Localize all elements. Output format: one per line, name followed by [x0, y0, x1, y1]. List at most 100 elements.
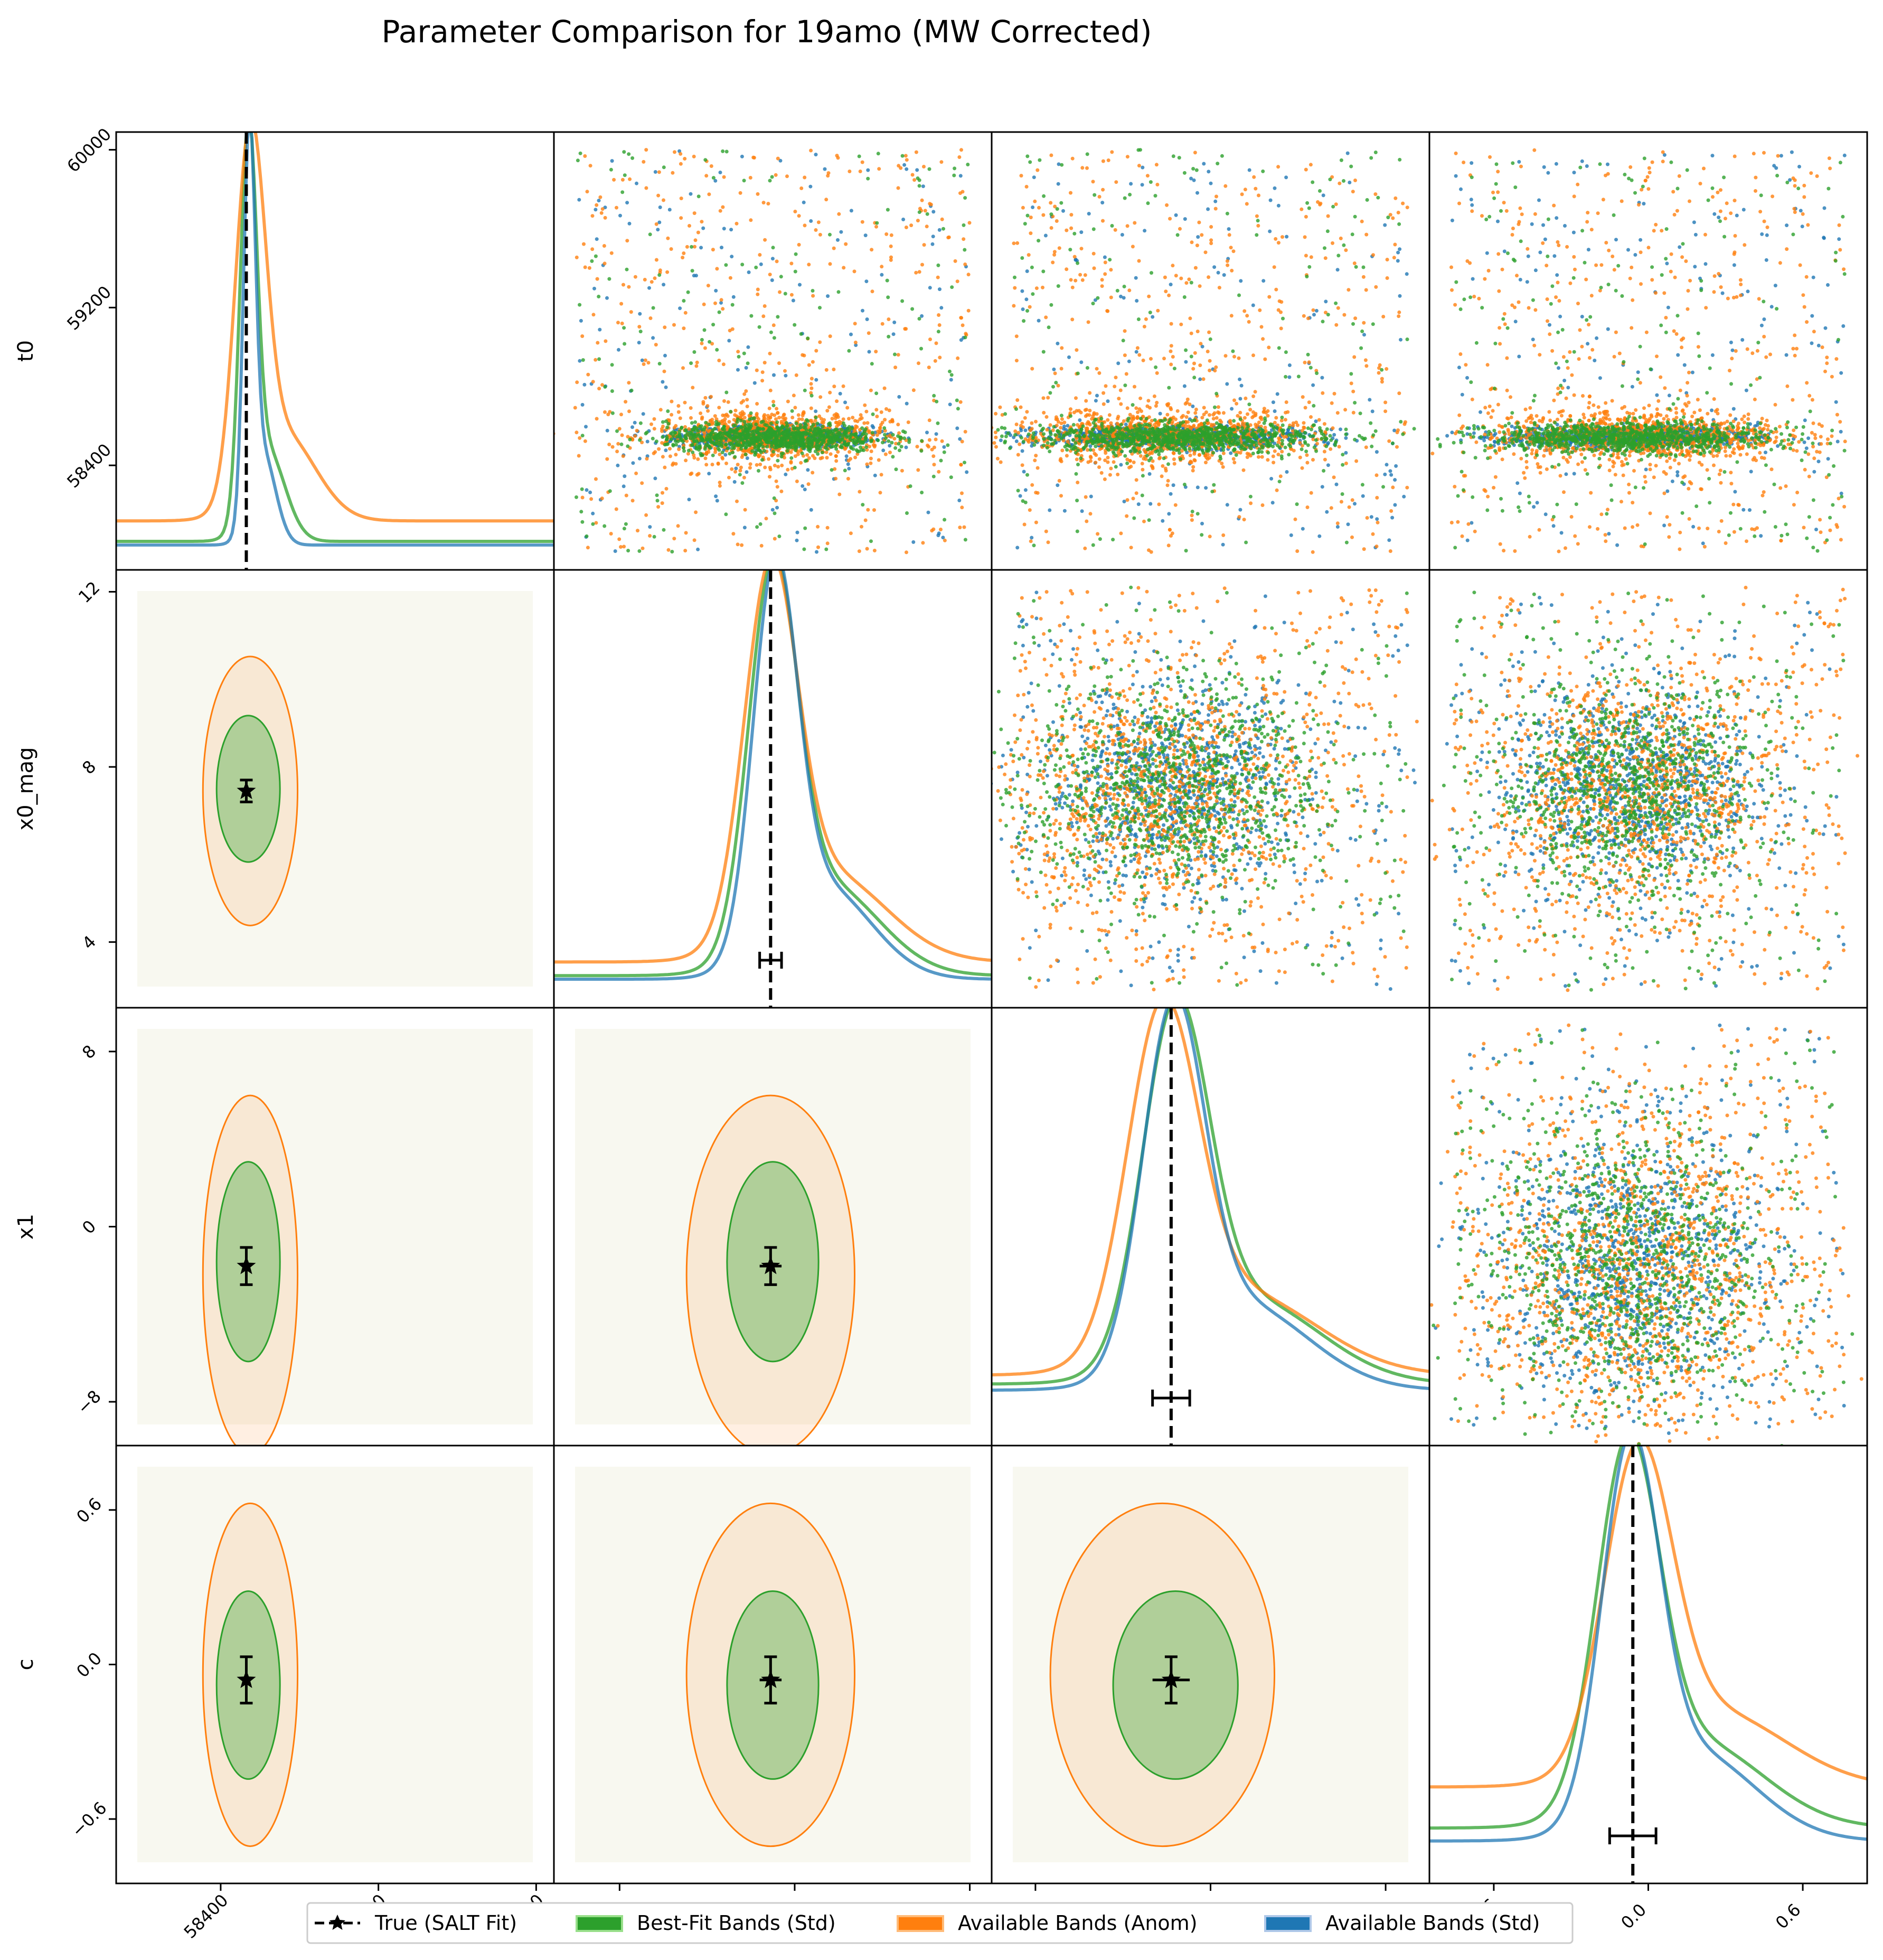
- scatter-point: [733, 413, 737, 417]
- scatter-point: [657, 170, 661, 174]
- scatter-point: [729, 409, 733, 414]
- scatter-point: [792, 435, 796, 439]
- scatter-point: [792, 393, 796, 398]
- scatter-point: [1151, 459, 1155, 463]
- scatter-point: [648, 534, 652, 538]
- scatter-point: [770, 412, 774, 417]
- scatter-point: [1257, 420, 1261, 425]
- scatter-point: [625, 201, 629, 205]
- scatter-point: [849, 531, 853, 536]
- scatter-point: [699, 246, 703, 250]
- scatter-point: [662, 198, 665, 202]
- scatter-point: [668, 447, 672, 451]
- scatter-point: [752, 381, 757, 385]
- scatter-point: [1200, 344, 1204, 349]
- scatter-point: [916, 219, 920, 223]
- scatter-point: [830, 417, 834, 421]
- scatter-point: [595, 237, 599, 241]
- scatter-point: [894, 467, 898, 472]
- scatter-point: [806, 482, 811, 486]
- scatter-point: [718, 481, 722, 484]
- scatter-point: [728, 276, 732, 280]
- scatter-point: [651, 306, 655, 310]
- scatter-point: [1268, 198, 1273, 202]
- scatter-point: [1015, 546, 1020, 550]
- scatter-point: [803, 223, 807, 228]
- scatter-point: [685, 245, 689, 249]
- scatter-point: [599, 211, 604, 215]
- scatter-point: [1018, 494, 1022, 498]
- scatter-point: [965, 470, 969, 474]
- scatter-point: [708, 446, 712, 450]
- scatter-point: [588, 490, 592, 494]
- scatter-point: [939, 458, 943, 463]
- scatter-point: [937, 470, 941, 474]
- scatter-point: [580, 402, 585, 407]
- scatter-point: [994, 435, 998, 439]
- scatter-point: [1195, 191, 1199, 195]
- scatter-point: [573, 406, 577, 410]
- scatter-point: [683, 549, 688, 552]
- scatter-point: [796, 452, 800, 456]
- scatter-point: [814, 378, 818, 382]
- scatter-point: [958, 174, 963, 178]
- scatter-point: [795, 479, 799, 483]
- scatter-point: [942, 450, 946, 454]
- scatter-point: [1298, 440, 1302, 445]
- scatter-point: [840, 427, 844, 432]
- scatter-point: [745, 456, 749, 460]
- scatter-point: [756, 292, 760, 296]
- scatter-point: [966, 273, 971, 277]
- scatter-point: [910, 173, 915, 177]
- scatter-point: [679, 162, 683, 166]
- scatter-point: [931, 235, 935, 239]
- scatter-point: [864, 432, 868, 436]
- panel-content: [554, 148, 972, 555]
- scatter-point: [867, 430, 871, 435]
- scatter-point: [695, 444, 699, 448]
- scatter-point: [875, 415, 879, 418]
- scatter-point: [1127, 359, 1131, 363]
- y-tick-label: 59200: [63, 282, 115, 334]
- scatter-point: [652, 417, 656, 421]
- scatter-point: [699, 411, 703, 415]
- scatter-point: [802, 547, 806, 551]
- scatter-point: [664, 486, 669, 491]
- scatter-point: [870, 424, 874, 428]
- scatter-point: [696, 194, 701, 199]
- scatter-point: [1207, 170, 1211, 174]
- scatter-point: [740, 438, 745, 442]
- scatter-point: [674, 443, 678, 447]
- scatter-point: [1227, 227, 1231, 231]
- scatter-point: [742, 416, 747, 420]
- scatter-point: [860, 426, 864, 430]
- scatter-point: [836, 450, 840, 454]
- scatter-point: [687, 498, 691, 502]
- scatter-point: [641, 412, 645, 416]
- scatter-point: [661, 424, 665, 428]
- scatter-point: [700, 437, 704, 441]
- scatter-point: [975, 424, 979, 427]
- scatter-point: [681, 439, 685, 444]
- scatter-point: [857, 154, 861, 158]
- scatter-point: [640, 440, 644, 445]
- scatter-point: [861, 432, 865, 436]
- scatter-point: [934, 341, 938, 345]
- scatter-point: [813, 456, 817, 461]
- scatter-point: [957, 155, 962, 159]
- scatter-point: [876, 152, 880, 156]
- scatter-point: [860, 524, 863, 529]
- scatter-point: [773, 438, 777, 442]
- scatter-point: [684, 458, 688, 463]
- scatter-point: [1088, 444, 1093, 448]
- scatter-point: [1120, 233, 1124, 237]
- scatter-point: [775, 259, 779, 264]
- scatter-point: [757, 325, 761, 329]
- scatter-point: [852, 440, 856, 445]
- scatter-point: [793, 406, 797, 410]
- scatter-point: [715, 267, 719, 271]
- scatter-point: [950, 285, 954, 289]
- scatter-point: [1396, 259, 1400, 263]
- scatter-point: [854, 343, 858, 347]
- scatter-point: [1383, 472, 1387, 476]
